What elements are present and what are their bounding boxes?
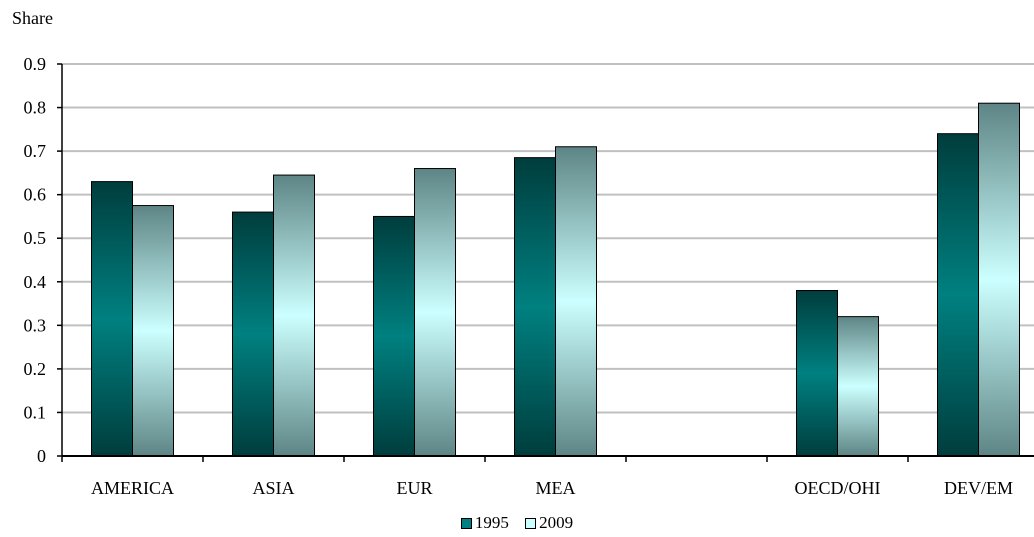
x-tick-label: AMERICA (91, 478, 174, 498)
bar-2009-DEV/EM (978, 102, 1020, 457)
tick-labels: 0 0.1 0.2 0.3 0.4 0.5 0.6 0.7 0.8 0.9 AMERICA ASIA E… (24, 54, 1014, 498)
y-tick-label: 0.3 (24, 315, 47, 335)
x-tick-label: EUR (397, 478, 433, 498)
x-tick-label: OECD/OHI (795, 478, 881, 498)
legend-swatch-2009 (525, 517, 537, 529)
bars (91, 102, 1020, 457)
y-tick-label: 0.7 (24, 141, 47, 161)
y-axis-title: Share (12, 8, 53, 28)
legend-label-2009: 2009 (539, 513, 574, 532)
y-tick-label: 0.9 (24, 54, 47, 74)
bar-1995-AMERICA (91, 181, 133, 457)
bar-1995-DEV/EM (937, 133, 979, 457)
bar-1995-ASIA (232, 211, 274, 457)
legend: 1995 2009 (0, 513, 1034, 534)
bar-1995-OECD/OHI (796, 289, 838, 457)
y-tick-label: 0.4 (24, 272, 47, 292)
legend-item-1995: 1995 (460, 513, 509, 533)
bar-chart: 0 0.1 0.2 0.3 0.4 0.5 0.6 0.7 0.8 0.9 AMERICA ASIA E… (24, 54, 1034, 498)
y-tick-label: 0.2 (24, 359, 47, 379)
legend-swatch-1995 (460, 517, 472, 529)
legend-label-1995: 1995 (474, 513, 509, 532)
y-tick-label: 0.8 (24, 98, 47, 118)
y-tick-label: 0.5 (24, 228, 47, 248)
axes (57, 63, 1034, 462)
bar-1995-MEA (514, 157, 556, 457)
bar-2009-OECD/OHI (837, 316, 879, 457)
bar-2009-EUR (414, 168, 456, 457)
x-tick-label: DEV/EM (944, 478, 1013, 498)
bar-2009-MEA (555, 146, 597, 457)
bar-1995-EUR (373, 215, 415, 457)
legend-item-2009: 2009 (525, 513, 573, 533)
bar-2009-AMERICA (132, 205, 174, 457)
y-tick-label: 0.6 (24, 185, 47, 205)
y-tick-label: 0 (37, 446, 46, 466)
x-tick-label: MEA (536, 478, 576, 498)
x-tick-label: ASIA (252, 478, 294, 498)
y-tick-label: 0.1 (24, 402, 47, 422)
bar-2009-ASIA (273, 174, 315, 457)
